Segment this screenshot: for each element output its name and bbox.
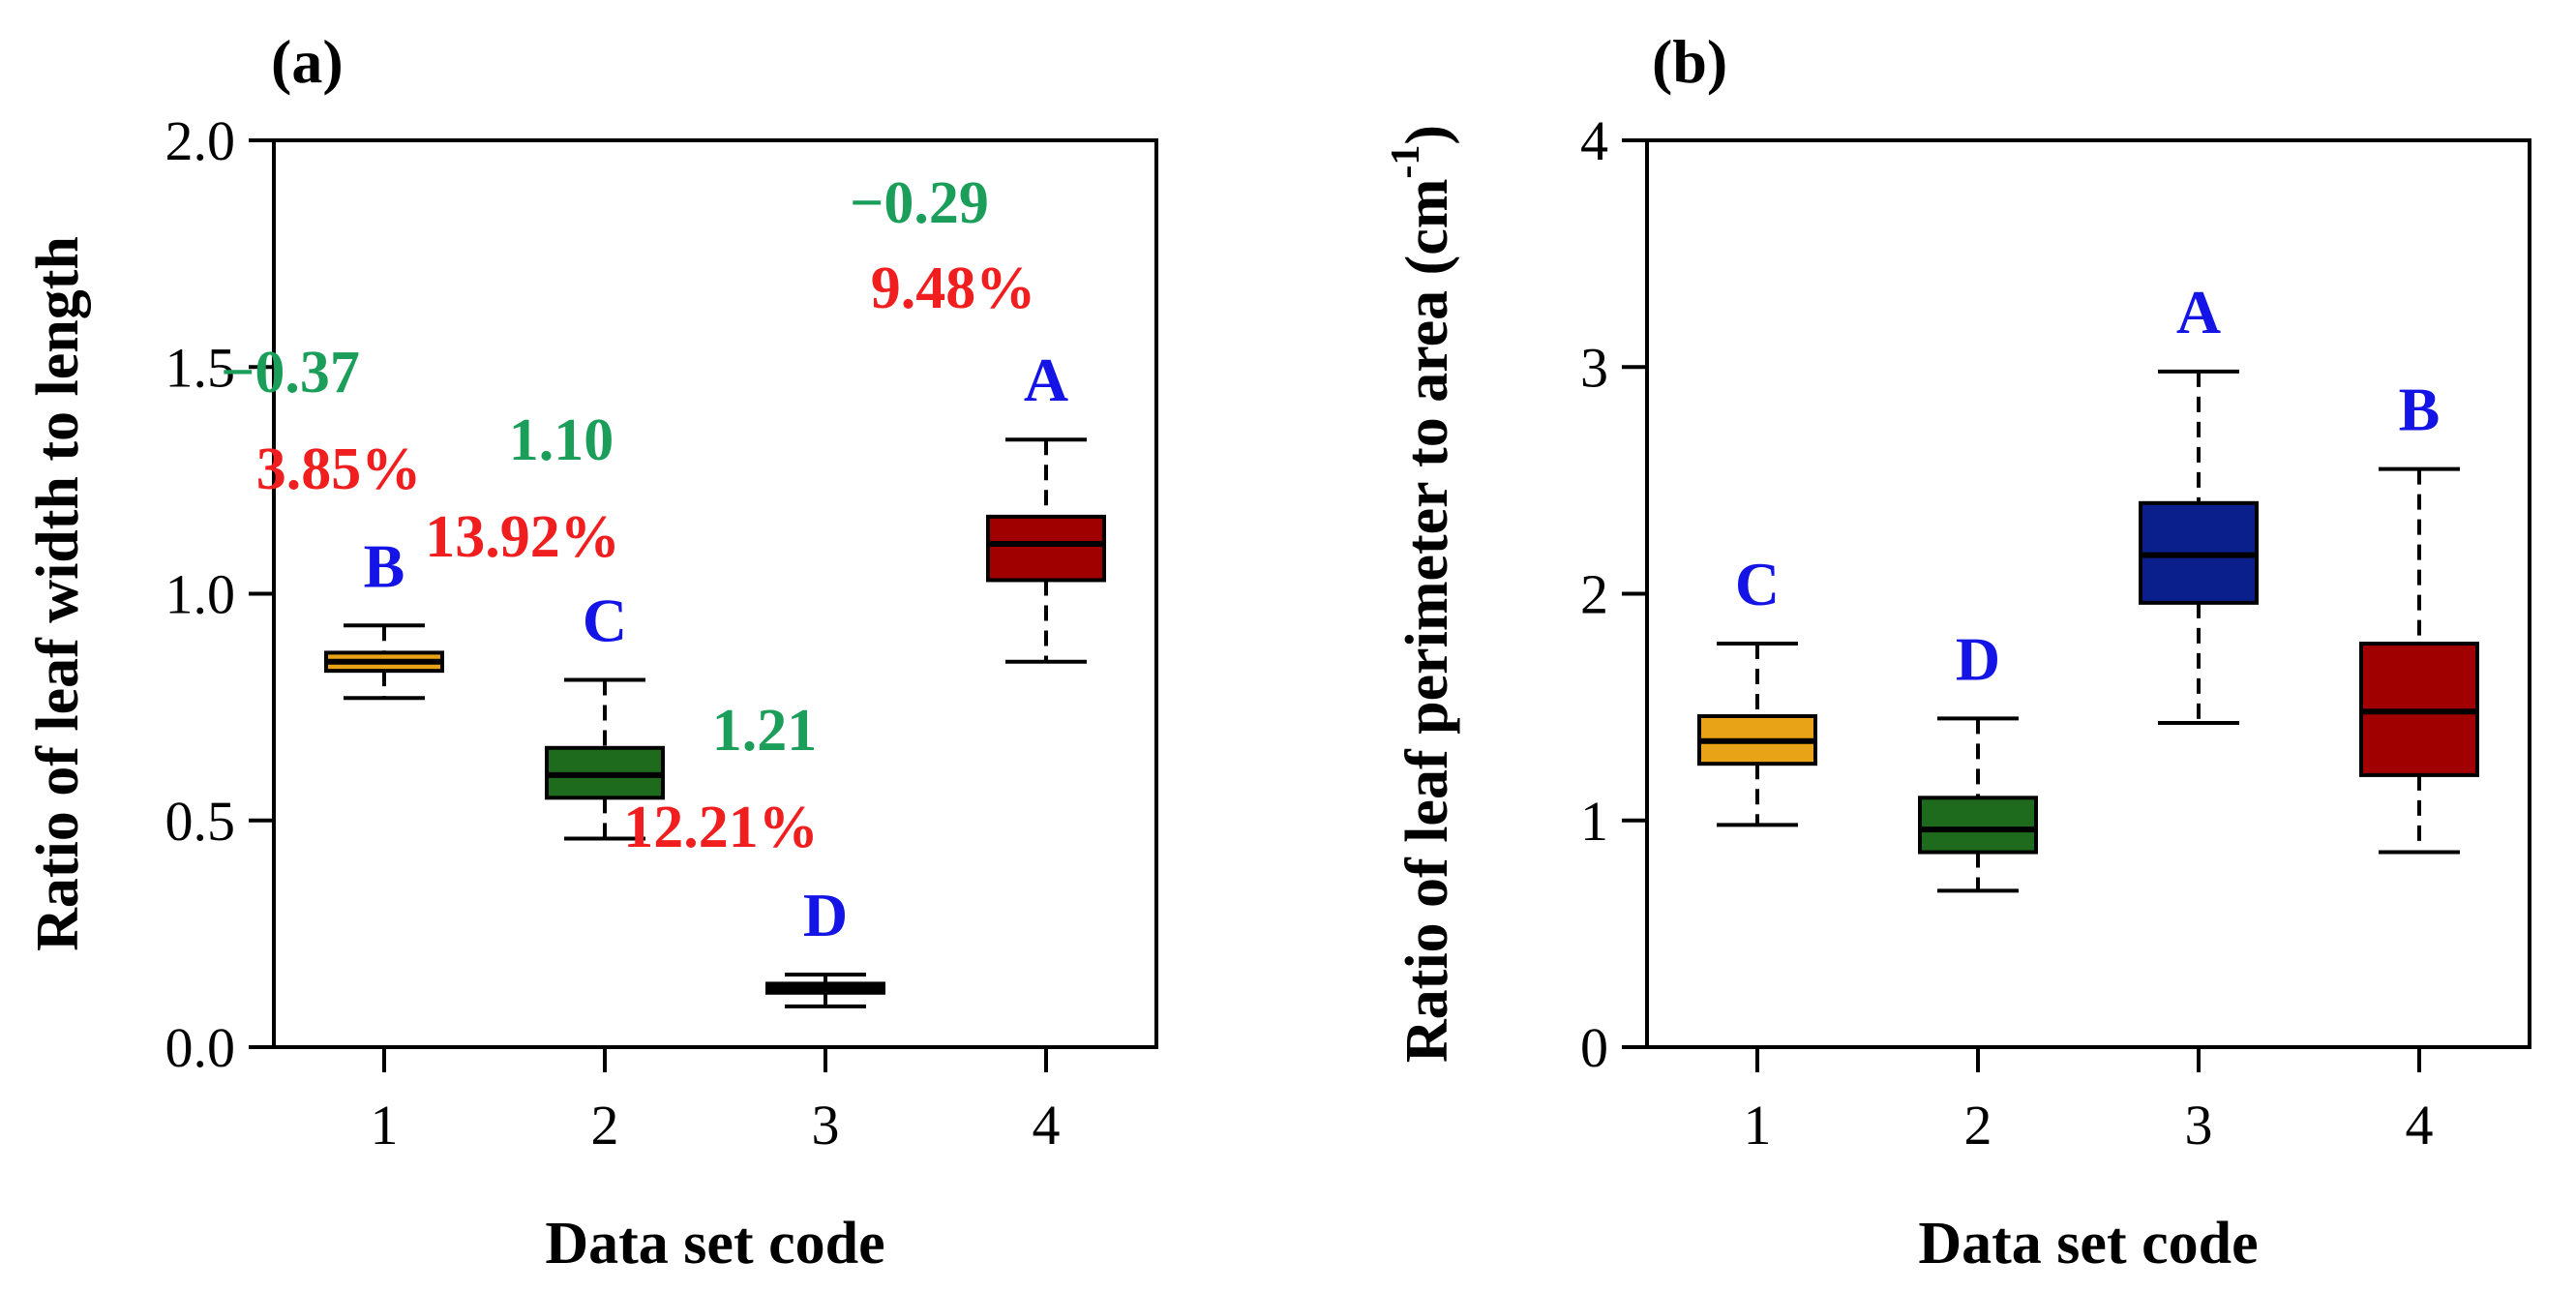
box-3 (2139, 369, 2259, 726)
y-axis-title-main: Ratio of leaf perimeter to area (cm (1394, 179, 1460, 1064)
y-tick-label: 2 (1580, 563, 1608, 626)
stat-annotation: 1.21 (712, 698, 818, 764)
x-tick-label: 1 (371, 1094, 399, 1157)
box-2 (545, 677, 665, 841)
y-tick-label: 1.5 (165, 336, 236, 399)
box-3 (765, 973, 885, 1008)
group-letter: D (1956, 624, 2000, 693)
x-tick-label: 2 (1964, 1094, 1992, 1157)
y-tick-label: 0.0 (165, 1016, 236, 1079)
group-letter: A (2176, 278, 2221, 346)
percent-annotation: 3.85% (256, 436, 422, 502)
panel-label: (a) (271, 27, 344, 96)
x-tick-label: 4 (1033, 1094, 1061, 1157)
box-1 (324, 623, 444, 701)
stat-annotation: 1.10 (509, 407, 614, 473)
panel-label: (b) (1652, 27, 1727, 96)
percent-annotation: 12.21% (623, 795, 819, 860)
box-4 (986, 437, 1106, 664)
box-2 (1918, 716, 2038, 893)
y-axis-title-main: Ratio of leaf width to length (25, 236, 91, 951)
y-axis-title: Ratio of leaf perimeter to area (cm-1) (1384, 125, 1460, 1063)
box-1 (1697, 642, 1817, 827)
y-axis-title-suffix: ) (1394, 125, 1460, 145)
group-letter: D (803, 881, 848, 949)
panel-a: 0.0 0.5 1.0 1.5 2.0 1 2 3 4 Data set code Ratio of… (25, 27, 1158, 1277)
y-tick-label: 1.0 (165, 563, 236, 626)
percent-annotation: 13.92% (425, 504, 620, 570)
group-letter: B (364, 531, 405, 600)
panel-b: 0 1 2 3 4 1 2 3 4 Data set code Ratio of leaf peri… (1384, 27, 2531, 1277)
y-tick-label: 3 (1580, 336, 1608, 399)
y-tick-label: 0 (1580, 1016, 1608, 1079)
x-tick-label: 4 (2406, 1094, 2434, 1157)
x-axis-title: Data set code (545, 1211, 884, 1277)
iqr-box (1918, 796, 2038, 855)
y-tick-label: 0.5 (165, 790, 236, 853)
x-tick-label: 2 (591, 1094, 619, 1157)
stat-annotation: −0.29 (850, 170, 989, 236)
x-tick-label: 1 (1744, 1094, 1772, 1157)
y-axis-title: Ratio of leaf width to length (25, 236, 91, 951)
y-tick-label: 2.0 (165, 109, 236, 172)
box-4 (2359, 466, 2479, 855)
y-tick-label: 4 (1580, 109, 1608, 172)
group-letter: B (2399, 376, 2441, 444)
group-letter: A (1024, 346, 1068, 414)
y-axis-title-superscript: -1 (1384, 145, 1428, 179)
y-tick-label: 1 (1580, 790, 1608, 853)
x-tick-label: 3 (812, 1094, 840, 1157)
group-letter: C (1735, 550, 1780, 618)
group-letter: C (583, 586, 627, 655)
stat-annotation: −0.37 (221, 340, 360, 406)
x-axis-title: Data set code (1918, 1211, 2258, 1277)
x-tick-label: 3 (2185, 1094, 2213, 1157)
iqr-box (986, 514, 1106, 583)
percent-annotation: 9.48% (871, 255, 1036, 321)
